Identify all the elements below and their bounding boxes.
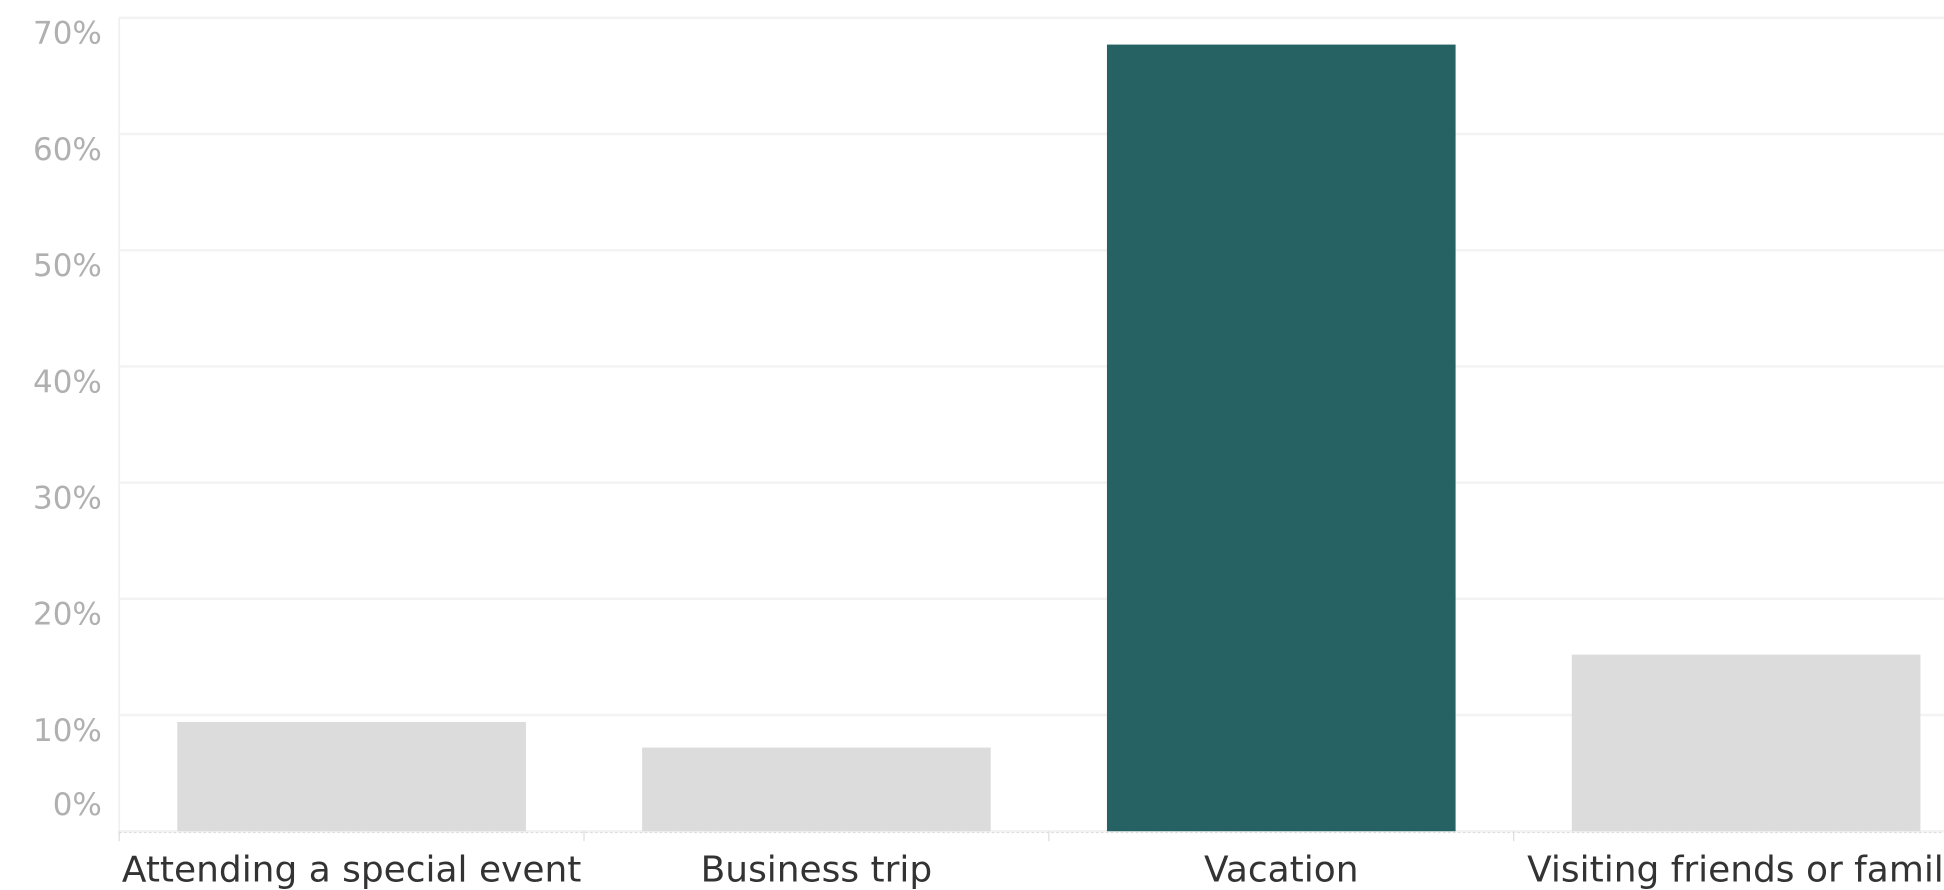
y-tick-label: 60% [33,132,102,168]
x-tick-label: Visiting friends or family [1527,849,1944,890]
y-tick-label: 30% [33,481,102,517]
bar [1571,654,1921,832]
y-tick-label: 40% [33,364,102,400]
y-tick-label: 0% [53,787,102,823]
x-tick-label: Vacation [1204,849,1358,890]
bar [642,747,991,832]
y-tick-label: 20% [33,597,102,633]
x-tick-label: Business trip [701,849,933,890]
x-tick-label: Attending a special event [122,849,581,890]
bar [1106,44,1456,832]
y-tick-label: 50% [33,248,102,284]
y-tick-label: 10% [33,713,102,749]
bar [177,722,526,832]
y-tick-label: 70% [33,16,102,52]
